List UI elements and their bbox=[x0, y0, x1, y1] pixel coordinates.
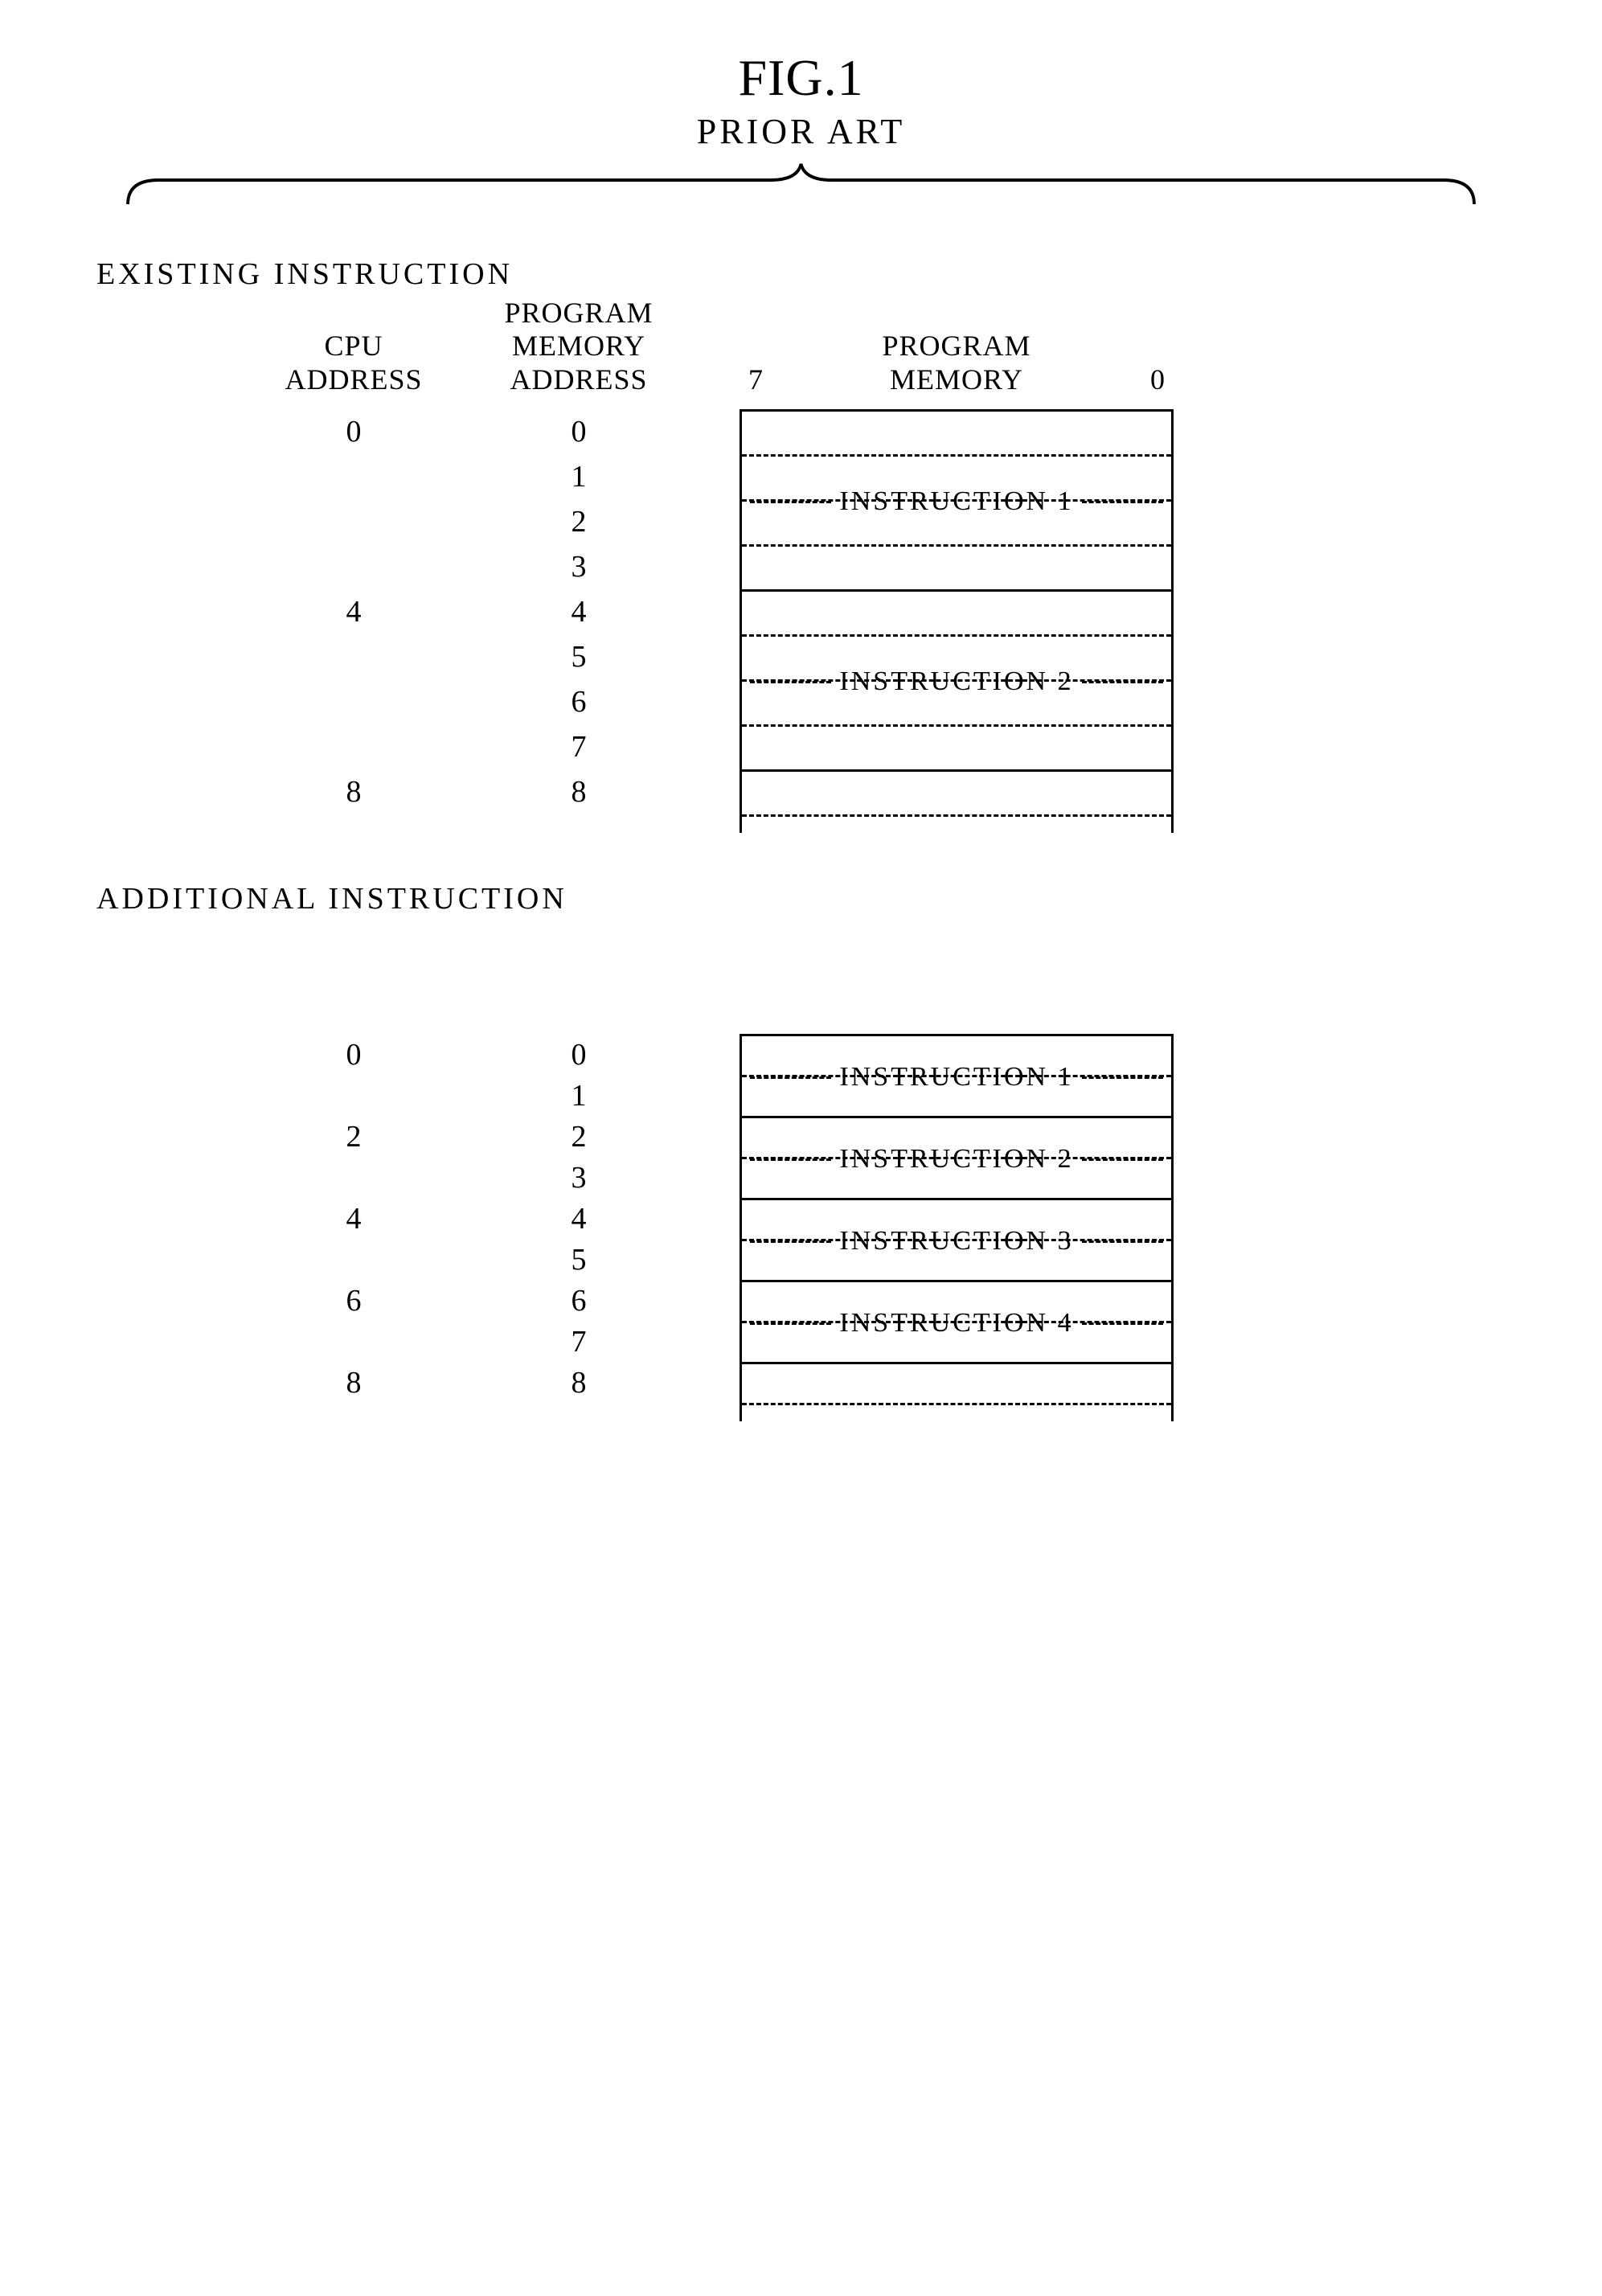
program-memory-address-value: 6 bbox=[572, 1280, 587, 1321]
program-memory-address-value: 5 bbox=[572, 1239, 587, 1280]
instruction-group: INSTRUCTION 1 bbox=[742, 412, 1171, 592]
program-memory-address-header: PROGRAMMEMORYADDRESS bbox=[504, 324, 653, 396]
cpu-address-value: 0 bbox=[346, 1034, 362, 1075]
cpu-address-value: 6 bbox=[346, 1280, 362, 1321]
cpu-address-value: 8 bbox=[346, 1362, 362, 1403]
memory-cell bbox=[742, 1159, 1171, 1200]
diagram-section: ADDITIONAL INSTRUCTION02468012345678INST… bbox=[80, 881, 1522, 1421]
instruction-group: INSTRUCTION 2 bbox=[742, 592, 1171, 772]
instruction-group: INSTRUCTION 1 bbox=[742, 1036, 1171, 1118]
figure-subtitle: PRIOR ART bbox=[80, 111, 1522, 152]
memory-cell bbox=[742, 1200, 1171, 1241]
memory-cell bbox=[742, 412, 1171, 457]
cpu-address-value: 0 bbox=[346, 409, 362, 454]
memory-cell bbox=[742, 547, 1171, 592]
program-memory-address-value: 7 bbox=[572, 1321, 587, 1362]
program-memory-column: INSTRUCTION 1INSTRUCTION 2INSTRUCTION 3I… bbox=[740, 949, 1174, 1421]
program-memory-address-value: 7 bbox=[572, 724, 587, 769]
memory-cell bbox=[742, 1323, 1171, 1364]
memory-cell bbox=[742, 1241, 1171, 1282]
cpu-address-value: 2 bbox=[346, 1116, 362, 1157]
program-memory-address-value: 1 bbox=[572, 454, 587, 499]
program-memory-address-column: 012345678 bbox=[466, 949, 691, 1403]
memory-cell bbox=[742, 457, 1171, 502]
program-memory-address-value: 8 bbox=[572, 769, 587, 814]
memory-cell bbox=[742, 592, 1171, 637]
instruction-group: INSTRUCTION 2 bbox=[742, 1118, 1171, 1200]
diagram-row: CPUADDRESS048PROGRAMMEMORYADDRESS0123456… bbox=[241, 324, 1522, 833]
program-memory-address-value: 0 bbox=[572, 409, 587, 454]
instruction-group: INSTRUCTION 4 bbox=[742, 1282, 1171, 1364]
section-title: ADDITIONAL INSTRUCTION bbox=[96, 881, 1522, 916]
figure-title: FIG.1 bbox=[80, 48, 1522, 108]
section-title: EXISTING INSTRUCTION bbox=[96, 256, 1522, 292]
program-memory-header: 7PROGRAMMEMORY0 bbox=[740, 324, 1174, 396]
cpu-address-column: CPUADDRESS 0 4 8 bbox=[241, 324, 466, 814]
memory-cell bbox=[742, 817, 1171, 833]
cpu-address-header: CPUADDRESS bbox=[285, 324, 422, 396]
memory-box: INSTRUCTION 1INSTRUCTION 2INSTRUCTION 3I… bbox=[740, 1034, 1174, 1421]
program-memory-column: 7PROGRAMMEMORY0 INSTRUCTION 1INSTRUCTION … bbox=[740, 324, 1174, 833]
cpu-address-column: 0 2 4 6 8 bbox=[241, 949, 466, 1403]
program-memory-address-value: 3 bbox=[572, 544, 587, 589]
memory-cell bbox=[742, 502, 1171, 547]
memory-cell bbox=[742, 1364, 1171, 1405]
program-memory-address-value: 4 bbox=[572, 1198, 587, 1239]
program-memory-label: PROGRAMMEMORY bbox=[772, 330, 1141, 396]
program-memory-address-value: 2 bbox=[572, 499, 587, 544]
cpu-address-value: 4 bbox=[346, 1198, 362, 1239]
memory-cell bbox=[742, 637, 1171, 682]
memory-box: INSTRUCTION 1INSTRUCTION 2 bbox=[740, 409, 1174, 833]
memory-cell bbox=[742, 1077, 1171, 1118]
bit-index-right: 0 bbox=[1141, 363, 1174, 396]
program-memory-address-column: PROGRAMMEMORYADDRESS 012345678 bbox=[466, 324, 691, 814]
program-memory-address-value: 2 bbox=[572, 1116, 587, 1157]
instruction-group: INSTRUCTION 3 bbox=[742, 1200, 1171, 1282]
program-memory-header bbox=[740, 949, 1174, 1021]
cpu-address-value: 4 bbox=[346, 589, 362, 634]
brace-icon bbox=[113, 160, 1489, 208]
memory-cell bbox=[742, 1118, 1171, 1159]
program-memory-address-value: 0 bbox=[572, 1034, 587, 1075]
program-memory-address-value: 8 bbox=[572, 1362, 587, 1403]
bit-index-left: 7 bbox=[740, 363, 772, 396]
program-memory-address-value: 4 bbox=[572, 589, 587, 634]
program-memory-address-value: 6 bbox=[572, 679, 587, 724]
program-memory-address-value: 3 bbox=[572, 1157, 587, 1198]
memory-cell bbox=[742, 1036, 1171, 1077]
memory-cell bbox=[742, 772, 1171, 817]
program-memory-address-value: 1 bbox=[572, 1075, 587, 1116]
diagram-row: 02468012345678INSTRUCTION 1INSTRUCTION 2… bbox=[241, 949, 1522, 1421]
diagram-section: EXISTING INSTRUCTIONCPUADDRESS048PROGRAM… bbox=[80, 256, 1522, 833]
memory-cell bbox=[742, 1282, 1171, 1323]
memory-cell bbox=[742, 682, 1171, 727]
cpu-address-value: 8 bbox=[346, 769, 362, 814]
program-memory-address-value: 5 bbox=[572, 634, 587, 679]
memory-cell bbox=[742, 1405, 1171, 1421]
memory-cell bbox=[742, 727, 1171, 772]
